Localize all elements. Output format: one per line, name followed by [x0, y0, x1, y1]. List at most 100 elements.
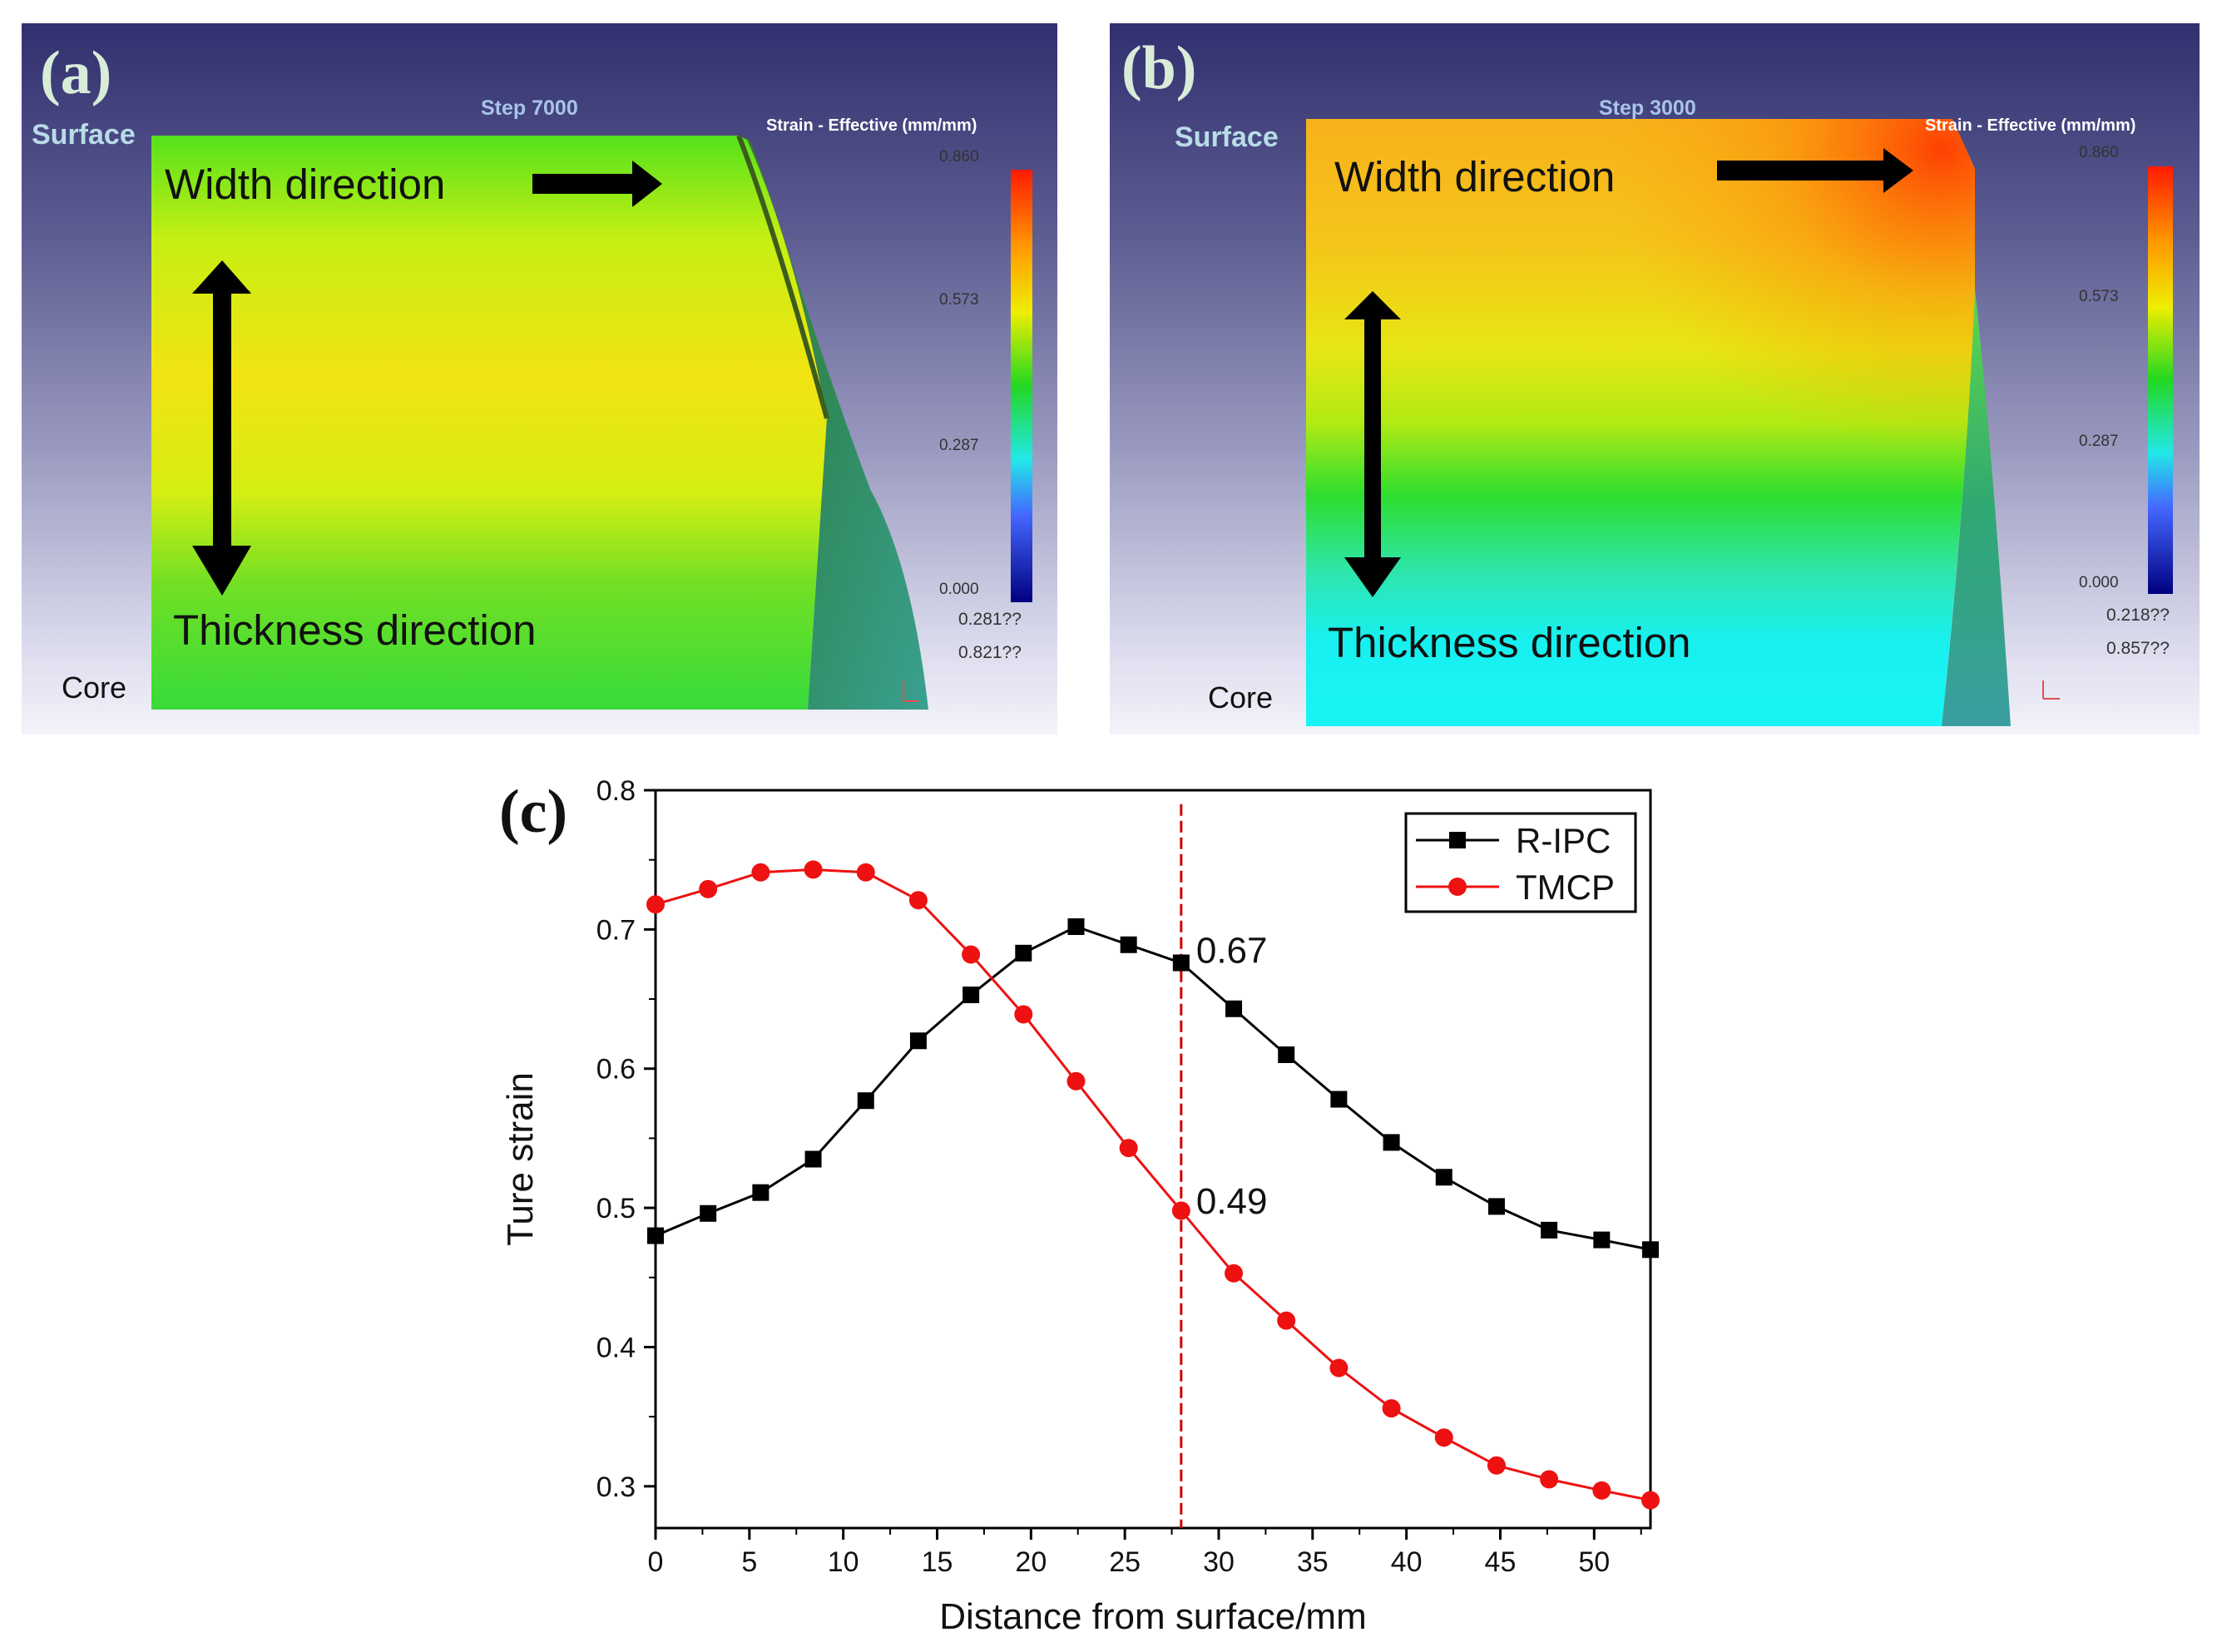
- data-point-tmcp: [1171, 1201, 1190, 1220]
- data-point-tmcp: [1382, 1399, 1401, 1418]
- annotations: 0.67 0.49: [1196, 931, 1268, 1222]
- data-point-tmcp: [751, 863, 770, 882]
- data-point-tmcp: [1641, 1491, 1660, 1510]
- x-tick-label: 20: [1015, 1546, 1047, 1578]
- x-axis: 0 5 10 15 20 25 30 35 40 45 50: [648, 1528, 1642, 1578]
- x-tick-label: 40: [1391, 1546, 1423, 1578]
- colorbar-tick: 0.000: [2079, 574, 2119, 591]
- legend-label-tmcp: TMCP: [1516, 868, 1615, 907]
- data-point-tmcp: [856, 863, 875, 882]
- data-point-tmcp: [804, 860, 823, 879]
- legend-box: [1404, 812, 1637, 913]
- legend-marker-rippc: [1449, 832, 1466, 848]
- thickness-arrow-b: [1344, 291, 1401, 597]
- panel-label-a: (a): [40, 39, 112, 107]
- thickness-direction-label-b: Thickness direction: [1328, 619, 1691, 666]
- x-tick-label: 30: [1203, 1546, 1235, 1578]
- data-point-r-ipc: [1487, 1198, 1505, 1215]
- series-line-tmcp: [655, 868, 1651, 1501]
- x-tick-label: 0: [648, 1546, 664, 1578]
- thickness-arrow-a: [192, 260, 251, 547]
- data-point-tmcp: [1119, 1139, 1138, 1158]
- strain-map-a: [151, 134, 1032, 710]
- y-tick-label: 0.3: [596, 1471, 636, 1503]
- x-tick-label: 45: [1485, 1546, 1517, 1578]
- data-point-tmcp: [1014, 1005, 1033, 1024]
- width-arrow-a: [532, 161, 662, 207]
- colorbar-tick: 0.287: [2079, 433, 2119, 450]
- thickness-direction-label-a: Thickness direction: [173, 606, 537, 654]
- legend-marker-tmcp: [1448, 878, 1467, 896]
- legend-title-b: Strain - Effective (mm/mm): [1925, 116, 2136, 135]
- data-point-tmcp: [962, 945, 981, 964]
- width-direction-label-a: Width direction: [165, 161, 446, 208]
- plot-frame: [654, 789, 1652, 1530]
- x-tick-label: 5: [741, 1546, 757, 1578]
- y-axis-label: Ture strain: [500, 1072, 541, 1246]
- surface-label-a: Surface: [32, 119, 136, 151]
- colorbar-tick: 0.000: [939, 581, 979, 598]
- width-arrow-b: [1717, 148, 1913, 193]
- data-point-r-ipc: [1593, 1231, 1611, 1249]
- data-point-r-ipc: [1541, 1221, 1558, 1239]
- x-tick-label: 15: [922, 1546, 953, 1578]
- colorbar-extra: 0.281??: [958, 610, 1022, 629]
- panel-label-b: (b): [1121, 34, 1197, 102]
- colorbar-extra: 0.218??: [2106, 606, 2170, 625]
- series-layer: [646, 860, 1660, 1510]
- y-tick-label: 0.7: [596, 914, 636, 946]
- data-point-r-ipc: [1330, 1091, 1348, 1108]
- colorbar-tick: 0.860: [2079, 144, 2119, 161]
- data-point-r-ipc: [909, 1032, 927, 1050]
- y-tick-label: 0.5: [596, 1193, 636, 1224]
- simulation-panel-b: (b) Step 3000 Strain - Effective (mm/mm)…: [1110, 23, 2200, 734]
- x-tick-label: 10: [828, 1546, 859, 1578]
- strain-map-b: [1306, 119, 2173, 726]
- data-point-r-ipc: [804, 1150, 822, 1168]
- data-point-r-ipc: [1172, 954, 1190, 972]
- data-point-tmcp: [908, 891, 928, 910]
- data-point-r-ipc: [752, 1184, 770, 1201]
- data-point-r-ipc: [1642, 1241, 1659, 1259]
- step-label-a: Step 7000: [481, 96, 578, 120]
- data-point-r-ipc: [1067, 918, 1085, 936]
- colorbar-extra: 0.821??: [958, 643, 1022, 662]
- data-point-r-ipc: [1225, 1000, 1243, 1017]
- data-point-r-ipc: [1015, 944, 1032, 962]
- width-direction-label-b: Width direction: [1334, 153, 1616, 200]
- legend: R-IPC TMCP: [1404, 812, 1637, 913]
- data-point-r-ipc: [1383, 1134, 1400, 1151]
- data-point-tmcp: [1592, 1481, 1611, 1500]
- data-point-tmcp: [1066, 1071, 1086, 1091]
- y-axis: 0.3 0.4 0.5 0.6 0.7 0.8: [596, 775, 656, 1503]
- data-point-tmcp: [1487, 1456, 1506, 1475]
- x-tick-label: 35: [1297, 1546, 1329, 1578]
- colorbar-tick: 0.860: [939, 148, 979, 166]
- data-point-tmcp: [646, 895, 665, 914]
- data-point-tmcp: [1225, 1264, 1244, 1283]
- data-point-tmcp: [1434, 1428, 1453, 1447]
- x-axis-label: Distance from surface/mm: [939, 1596, 1366, 1637]
- data-point-r-ipc: [963, 987, 980, 1004]
- data-point-r-ipc: [1278, 1046, 1295, 1063]
- surface-label-b: Surface: [1175, 121, 1279, 153]
- data-point-r-ipc: [1435, 1169, 1452, 1186]
- data-point-tmcp: [1277, 1311, 1296, 1330]
- colorbar-tick: 0.573: [939, 291, 979, 309]
- y-tick-label: 0.4: [596, 1332, 636, 1363]
- data-point-r-ipc: [857, 1092, 874, 1110]
- core-label-b: Core: [1208, 680, 1274, 715]
- data-point-r-ipc: [700, 1204, 717, 1222]
- step-label-b: Step 3000: [1599, 96, 1696, 120]
- x-tick-label: 25: [1109, 1546, 1141, 1578]
- legend-title-a: Strain - Effective (mm/mm): [766, 116, 977, 135]
- series-line-r-ipc: [655, 925, 1651, 1251]
- annotation-label: 0.49: [1196, 1181, 1268, 1222]
- data-point-tmcp: [699, 879, 718, 898]
- data-point-tmcp: [1540, 1470, 1559, 1489]
- colorbar-tick: 0.573: [2079, 288, 2119, 305]
- y-tick-label: 0.8: [596, 775, 636, 807]
- data-point-tmcp: [1329, 1358, 1349, 1377]
- simulation-panel-a: (a) Step 7000 Strain - Effective (mm/mm)…: [22, 23, 1057, 734]
